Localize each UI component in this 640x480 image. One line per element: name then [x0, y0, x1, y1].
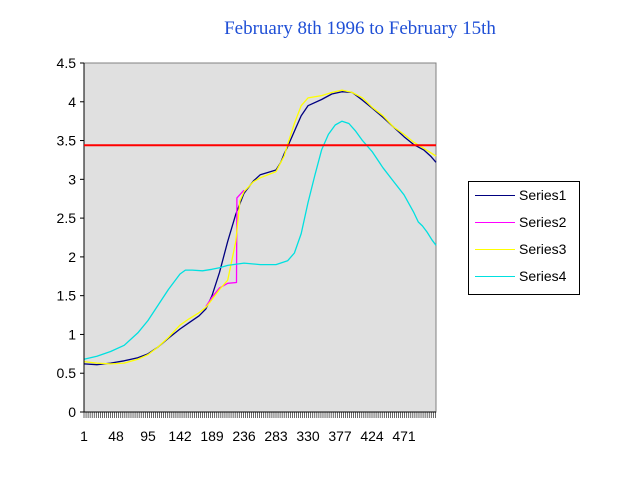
- legend-swatch: [475, 249, 515, 250]
- series-line-2: [205, 189, 245, 307]
- y-tick-label: 2.5: [57, 210, 77, 226]
- y-tick-label: 2: [68, 249, 76, 265]
- chart-title: February 8th 1996 to February 15th: [224, 18, 496, 39]
- legend-swatch: [475, 222, 515, 223]
- series-line-3: [83, 89, 437, 365]
- x-tick-label: 95: [140, 428, 156, 444]
- y-tick-label: 1: [68, 326, 76, 342]
- y-tick-label: 0.5: [57, 365, 77, 381]
- legend-item-series1: Series1: [469, 186, 579, 206]
- legend-label: Series4: [519, 268, 567, 284]
- legend-item-series3: Series3: [469, 240, 579, 260]
- plot-area: [83, 62, 437, 413]
- y-tick-label: 4.5: [57, 55, 77, 71]
- y-tick-label: 3.5: [57, 133, 77, 149]
- x-tick-label: 189: [200, 428, 224, 444]
- legend-item-series4: Series4: [469, 267, 579, 287]
- legend: Series1 Series2 Series3 Series4: [468, 181, 580, 295]
- x-tick-label: 48: [108, 428, 124, 444]
- x-tick-label: 283: [264, 428, 288, 444]
- legend-label: Series2: [519, 214, 567, 230]
- legend-item-series2: Series2: [469, 213, 579, 233]
- y-tick-label: 0: [68, 404, 76, 420]
- x-tick-label: 377: [328, 428, 352, 444]
- x-tick-label: 471: [392, 428, 416, 444]
- y-tick-label: 1.5: [57, 288, 77, 304]
- legend-label: Series1: [519, 187, 567, 203]
- y-tick-label: 3: [68, 171, 76, 187]
- x-tick-label: 142: [168, 428, 192, 444]
- legend-swatch: [475, 276, 515, 277]
- series-line-4: [83, 120, 437, 360]
- x-tick-label: 236: [232, 428, 256, 444]
- legend-swatch: [475, 195, 515, 196]
- x-tick-label: 1: [80, 428, 88, 444]
- legend-label: Series3: [519, 241, 567, 257]
- x-tick-label: 424: [360, 428, 384, 444]
- x-tick-label: 330: [296, 428, 320, 444]
- y-tick-label: 4: [68, 94, 76, 110]
